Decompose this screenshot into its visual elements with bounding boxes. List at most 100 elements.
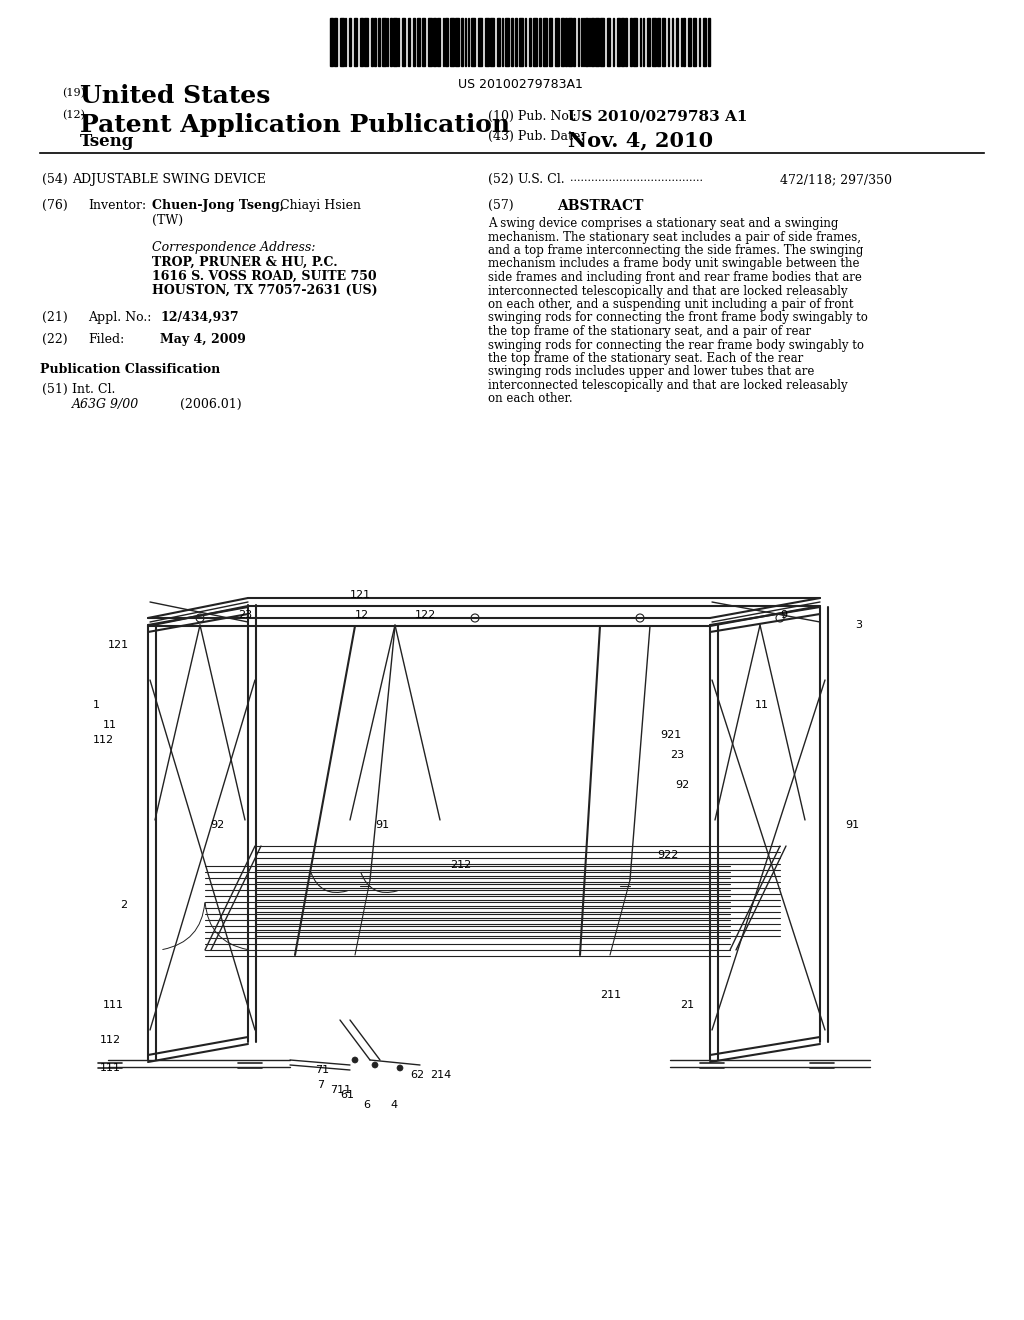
Circle shape — [352, 1057, 358, 1063]
Text: swinging rods includes upper and lower tubes that are: swinging rods includes upper and lower t… — [488, 366, 814, 379]
Text: Patent Application Publication: Patent Application Publication — [80, 114, 510, 137]
Text: ......................................: ...................................... — [570, 173, 703, 183]
Text: Chuen-Jong Tseng,: Chuen-Jong Tseng, — [152, 199, 285, 213]
Text: U.S. Cl.: U.S. Cl. — [518, 173, 564, 186]
Bar — [485, 18, 489, 66]
Bar — [683, 18, 685, 66]
Circle shape — [397, 1065, 403, 1071]
Text: 23: 23 — [670, 750, 684, 760]
Text: United States: United States — [80, 84, 270, 108]
Text: 21: 21 — [680, 1001, 694, 1010]
Text: 922: 922 — [657, 850, 678, 861]
Bar — [382, 18, 386, 66]
Text: 1: 1 — [93, 700, 100, 710]
Text: 92: 92 — [210, 820, 224, 830]
Text: 472/118; 297/350: 472/118; 297/350 — [780, 173, 892, 186]
Bar — [417, 18, 420, 66]
Bar — [662, 18, 665, 66]
Text: 6: 6 — [362, 1100, 370, 1110]
Bar — [693, 18, 696, 66]
Text: (52): (52) — [488, 173, 514, 186]
Bar — [633, 18, 637, 66]
Text: 91: 91 — [845, 820, 859, 830]
Bar — [461, 18, 463, 66]
Bar — [354, 18, 357, 66]
Text: Publication Classification: Publication Classification — [40, 363, 220, 376]
Text: HOUSTON, TX 77057-2631 (US): HOUSTON, TX 77057-2631 (US) — [152, 284, 378, 297]
Bar — [490, 18, 494, 66]
Text: 71: 71 — [315, 1065, 329, 1074]
Text: 211: 211 — [600, 990, 622, 1001]
Bar — [455, 18, 459, 66]
Text: mechanism includes a frame body unit swingable between the: mechanism includes a frame body unit swi… — [488, 257, 859, 271]
Text: May 4, 2009: May 4, 2009 — [160, 333, 246, 346]
Text: 111: 111 — [100, 1063, 121, 1073]
Bar — [621, 18, 624, 66]
Text: 1616 S. VOSS ROAD, SUITE 750: 1616 S. VOSS ROAD, SUITE 750 — [152, 271, 377, 282]
Text: Nov. 4, 2010: Nov. 4, 2010 — [568, 129, 713, 150]
Bar — [617, 18, 620, 66]
Text: 4: 4 — [390, 1100, 397, 1110]
Text: Correspondence Address:: Correspondence Address: — [152, 242, 315, 253]
Text: A63G 9/00: A63G 9/00 — [72, 399, 139, 411]
Bar — [529, 18, 531, 66]
Bar — [515, 18, 517, 66]
Bar — [471, 18, 475, 66]
Bar — [657, 18, 660, 66]
Bar — [402, 18, 406, 66]
Text: 9: 9 — [780, 610, 787, 620]
Text: US 2010/0279783 A1: US 2010/0279783 A1 — [568, 110, 748, 124]
Text: 92: 92 — [675, 780, 689, 789]
Text: 61: 61 — [340, 1090, 354, 1100]
Bar — [647, 18, 650, 66]
Bar — [437, 18, 440, 66]
Bar — [607, 18, 610, 66]
Bar — [478, 18, 482, 66]
Bar — [676, 18, 678, 66]
Bar — [591, 18, 594, 66]
Text: 11: 11 — [103, 719, 117, 730]
Text: (10) Pub. No.:: (10) Pub. No.: — [488, 110, 577, 123]
Text: 91: 91 — [375, 820, 389, 830]
Text: ABSTRACT: ABSTRACT — [557, 199, 643, 213]
Bar — [595, 18, 599, 66]
Bar — [539, 18, 541, 66]
Text: 2: 2 — [120, 900, 127, 909]
Text: interconnected telescopically and that are locked releasably: interconnected telescopically and that a… — [488, 285, 848, 297]
Text: (TW): (TW) — [152, 214, 183, 227]
Text: (22): (22) — [42, 333, 68, 346]
Text: A swing device comprises a stationary seat and a swinging: A swing device comprises a stationary se… — [488, 216, 839, 230]
Bar — [445, 18, 449, 66]
Text: 921: 921 — [660, 730, 681, 741]
Bar — [573, 18, 575, 66]
Text: 111: 111 — [103, 1001, 124, 1010]
Text: (12): (12) — [62, 110, 85, 120]
Bar — [688, 18, 691, 66]
Text: (51): (51) — [42, 383, 68, 396]
Text: and a top frame interconnecting the side frames. The swinging: and a top frame interconnecting the side… — [488, 244, 863, 257]
Text: 214: 214 — [430, 1071, 452, 1080]
Text: on each other.: on each other. — [488, 392, 572, 405]
Text: Filed:: Filed: — [88, 333, 124, 346]
Bar — [497, 18, 500, 66]
Text: 62: 62 — [410, 1071, 424, 1080]
Bar — [330, 18, 333, 66]
Bar — [534, 18, 537, 66]
Bar — [433, 18, 436, 66]
Bar — [630, 18, 632, 66]
Text: (43) Pub. Date:: (43) Pub. Date: — [488, 129, 585, 143]
Text: (57): (57) — [488, 199, 514, 213]
Bar — [422, 18, 425, 66]
Text: side frames and including front and rear frame bodies that are: side frames and including front and rear… — [488, 271, 862, 284]
Bar — [543, 18, 547, 66]
Text: 11: 11 — [755, 700, 769, 710]
Bar — [565, 18, 567, 66]
Bar — [349, 18, 351, 66]
Text: TROP, PRUNER & HU, P.C.: TROP, PRUNER & HU, P.C. — [152, 256, 338, 269]
Bar — [393, 18, 397, 66]
Bar — [555, 18, 559, 66]
Bar — [511, 18, 513, 66]
Text: (2006.01): (2006.01) — [180, 399, 242, 411]
Text: mechanism. The stationary seat includes a pair of side frames,: mechanism. The stationary seat includes … — [488, 231, 861, 243]
Text: Inventor:: Inventor: — [88, 199, 146, 213]
